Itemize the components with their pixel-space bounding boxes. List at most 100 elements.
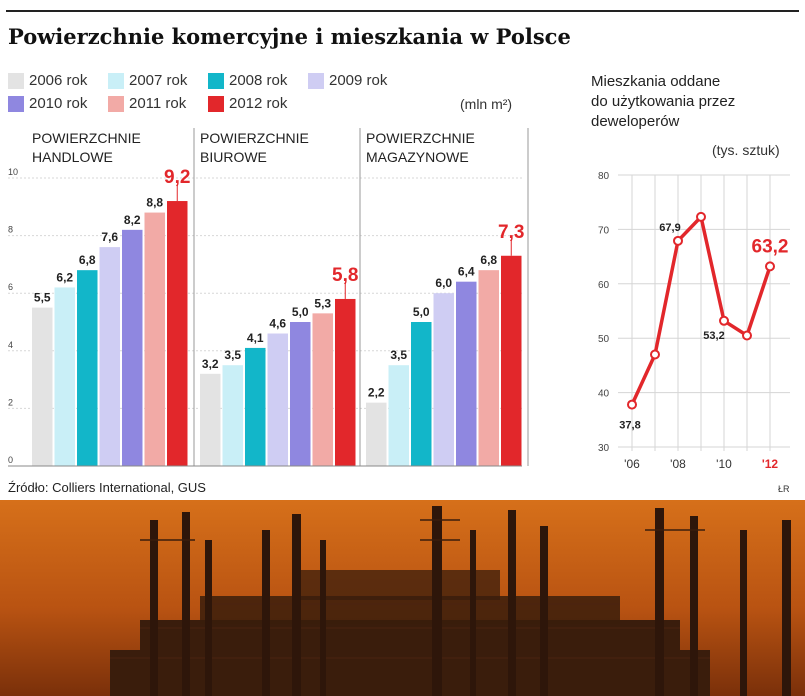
construction-photo — [0, 500, 805, 696]
bar — [222, 365, 243, 466]
data-label: 9,2 — [164, 167, 190, 188]
legend-item: 2007 rok — [108, 72, 187, 89]
legend-label: 2007 rok — [129, 72, 188, 89]
x-tick-label: '08 — [670, 457, 686, 471]
construction-photo-image — [0, 500, 805, 696]
bar — [99, 247, 120, 466]
data-label: 6,0 — [435, 276, 452, 290]
line-chart-title-line: deweloperów — [591, 113, 680, 130]
legend-swatch — [208, 72, 224, 89]
data-label: 4,1 — [247, 331, 264, 345]
y-tick-label: 50 — [598, 334, 610, 345]
data-point — [696, 211, 706, 222]
data-point — [742, 330, 752, 341]
data-label: 3,5 — [390, 348, 407, 362]
data-label: 53,2 — [703, 330, 724, 342]
data-point — [673, 235, 683, 246]
bar — [478, 270, 499, 466]
bar — [312, 313, 333, 466]
legend-label: 2009 rok — [329, 72, 388, 89]
data-label: 3,2 — [202, 357, 219, 371]
legend-label: 2011 rok — [129, 95, 187, 112]
group-title: HANDLOWE — [32, 149, 113, 165]
data-label: 5,0 — [413, 305, 430, 319]
legend-item: 2006 rok — [8, 72, 87, 89]
group-title: POWIERZCHNIE — [32, 130, 141, 146]
bar — [54, 287, 75, 466]
data-point — [650, 349, 660, 360]
legend-swatch — [108, 72, 124, 89]
bar — [388, 365, 409, 466]
bar — [456, 281, 477, 466]
x-tick-label: '12 — [762, 457, 779, 471]
data-label: 8,2 — [124, 213, 141, 227]
legend-swatch — [208, 95, 224, 112]
legend-swatch — [308, 72, 324, 89]
legend-swatch — [108, 95, 124, 112]
data-label: 6,4 — [458, 265, 475, 279]
bar — [411, 322, 432, 466]
data-point — [627, 399, 637, 410]
data-label: 5,0 — [292, 305, 309, 319]
bar — [267, 333, 288, 466]
data-label: 5,5 — [34, 291, 51, 305]
data-point — [719, 315, 729, 326]
line-chart-title-line: Mieszkania oddane — [591, 73, 721, 90]
data-label: 63,2 — [752, 236, 789, 257]
y-tick-label: 4 — [8, 340, 13, 350]
bar — [167, 201, 188, 467]
data-label: 4,6 — [269, 317, 286, 331]
bar — [366, 402, 387, 466]
legend-label: 2012 rok — [229, 95, 288, 112]
y-tick-label: 10 — [8, 167, 18, 177]
y-tick-label: 80 — [598, 171, 610, 182]
group-title: POWIERZCHNIE — [200, 130, 309, 146]
legend-item: 2012 rok — [208, 95, 287, 112]
legend-label: 2008 rok — [229, 72, 288, 89]
bar — [144, 212, 165, 466]
y-tick-label: 2 — [8, 397, 13, 407]
line-chart-title-line: do użytkowania przez — [591, 93, 736, 110]
group-title: MAGAZYNOWE — [366, 149, 469, 165]
y-tick-label: 6 — [8, 282, 13, 292]
bar — [290, 322, 311, 466]
line-chart-title: Mieszkania oddane do użytkowania przez d… — [591, 72, 791, 132]
legend-item: 2011 rok — [108, 95, 186, 112]
data-label: 6,8 — [480, 253, 497, 267]
legend-item: 2009 rok — [308, 72, 387, 89]
data-label: 2,2 — [368, 386, 385, 400]
legend-item: 2010 rok — [8, 95, 87, 112]
y-tick-label: 60 — [598, 280, 610, 291]
group-title: POWIERZCHNIE — [366, 130, 475, 146]
legend-label: 2010 rok — [29, 95, 88, 112]
y-tick-label: 8 — [8, 225, 13, 235]
bar — [501, 255, 522, 466]
units-label-right: (tys. sztuk) — [712, 142, 780, 158]
bar — [335, 298, 356, 466]
author-credit: ŁR — [778, 484, 790, 494]
units-label-left: (mln m²) — [460, 96, 513, 112]
legend: 2006 rok 2007 rok 2008 rok 2009 rok 2010… — [8, 72, 528, 122]
data-label: 67,9 — [659, 222, 680, 234]
legend-swatch — [8, 95, 24, 112]
x-tick-label: '06 — [624, 457, 640, 471]
data-label: 5,3 — [314, 296, 331, 310]
bar — [245, 347, 266, 466]
y-tick-label: 0 — [8, 455, 13, 465]
legend-label: 2006 rok — [29, 72, 88, 89]
data-label: 3,5 — [224, 348, 241, 362]
data-label: 7,3 — [498, 222, 524, 243]
data-label: 7,6 — [101, 230, 118, 244]
y-tick-label: 70 — [598, 225, 610, 236]
top-rule — [6, 10, 799, 12]
data-label: 8,8 — [146, 196, 163, 210]
data-point — [765, 261, 775, 272]
infographic-title: Powierzchnie komercyjne i mieszkania w P… — [8, 24, 571, 49]
y-tick-label: 40 — [598, 389, 610, 400]
bar — [122, 229, 143, 466]
data-label: 6,2 — [56, 270, 73, 284]
chart-canvas: 0 2 4 6 8 10 POWIERZCHNIE HANDLOWE 5,5 6,2 6,8 7,6 8… — [8, 128, 790, 471]
data-label: 6,8 — [79, 253, 96, 267]
y-tick-label: 30 — [598, 443, 610, 454]
group-title: BIUROWE — [200, 149, 267, 165]
